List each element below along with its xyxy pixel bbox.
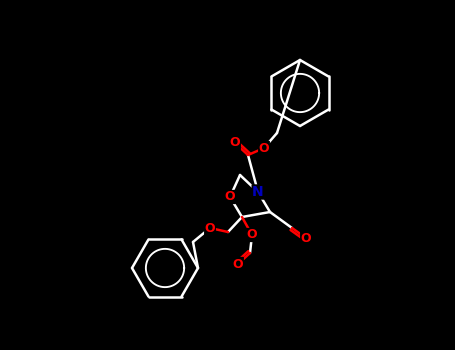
Text: O: O — [247, 229, 258, 241]
Text: O: O — [233, 258, 243, 271]
Text: O: O — [259, 141, 269, 154]
Text: O: O — [301, 231, 311, 245]
Text: O: O — [230, 136, 240, 149]
Text: O: O — [205, 222, 215, 235]
Text: N: N — [252, 185, 264, 199]
Text: O: O — [225, 190, 235, 203]
